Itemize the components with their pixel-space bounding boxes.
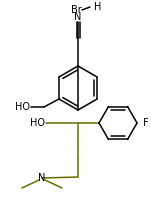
Text: HO: HO	[15, 102, 30, 112]
Text: N: N	[74, 12, 82, 22]
Text: F: F	[143, 118, 149, 128]
Text: N: N	[38, 173, 46, 183]
Text: HO: HO	[30, 118, 45, 128]
Text: H: H	[94, 2, 101, 12]
Text: Br: Br	[71, 5, 82, 15]
